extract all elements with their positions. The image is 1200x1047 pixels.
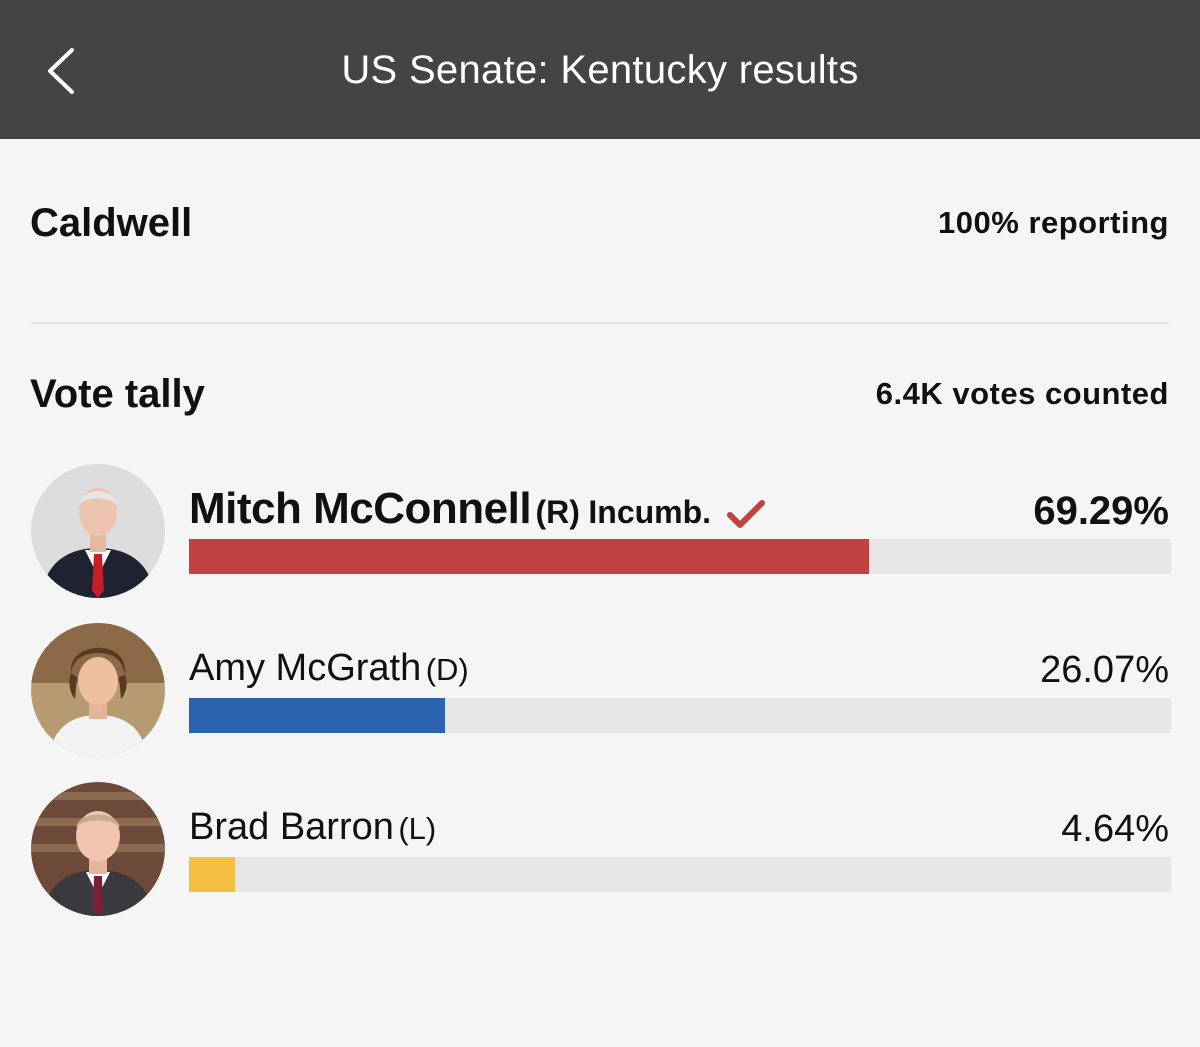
candidate-party: (D): [425, 652, 469, 687]
page-title: US Senate: Kentucky results: [341, 48, 859, 92]
avatar: [31, 464, 165, 598]
candidate-name-text: Amy McGrath: [189, 647, 422, 689]
candidate-percent: 26.07%: [1040, 649, 1169, 691]
avatar: [31, 782, 165, 916]
tally-title: Vote tally: [30, 372, 205, 416]
reporting-status: 100% reporting: [938, 205, 1169, 240]
vote-bar-track: [189, 698, 1171, 733]
candidate-row[interactable]: Amy McGrath (D) 26.07%: [0, 623, 1200, 763]
header-bar: US Senate: Kentucky results: [0, 0, 1200, 139]
candidate-name-text: Mitch McConnell: [189, 484, 532, 533]
votes-counted: 6.4K votes counted: [875, 376, 1169, 411]
candidate-row[interactable]: Mitch McConnell (R) Incumb. 69.29%: [0, 464, 1200, 604]
chevron-left-icon: [48, 48, 74, 94]
incumbent-label: Incumb.: [588, 494, 712, 530]
divider: [30, 322, 1170, 324]
candidate-party: (L): [398, 811, 437, 846]
checkmark-icon: [726, 499, 765, 528]
candidate-row[interactable]: Brad Barron (L) 4.64%: [0, 782, 1200, 922]
vote-bar-fill: [189, 698, 445, 733]
vote-bar-fill: [189, 539, 870, 574]
vote-bar-track: [189, 539, 1171, 574]
candidate-percent: 4.64%: [1061, 808, 1169, 850]
candidate-name-text: Brad Barron: [189, 806, 394, 848]
candidate-party: (R): [535, 494, 580, 530]
avatar: [31, 623, 165, 757]
candidate-name: Mitch McConnell (R) Incumb.: [189, 482, 766, 546]
candidate-name: Amy McGrath (D): [189, 641, 469, 703]
vote-bar-track: [189, 857, 1171, 892]
candidate-percent: 69.29%: [1033, 489, 1169, 533]
county-name: Caldwell: [30, 201, 193, 245]
back-button[interactable]: [36, 36, 96, 106]
vote-bar-fill: [189, 857, 235, 892]
candidate-name: Brad Barron (L): [189, 800, 436, 862]
